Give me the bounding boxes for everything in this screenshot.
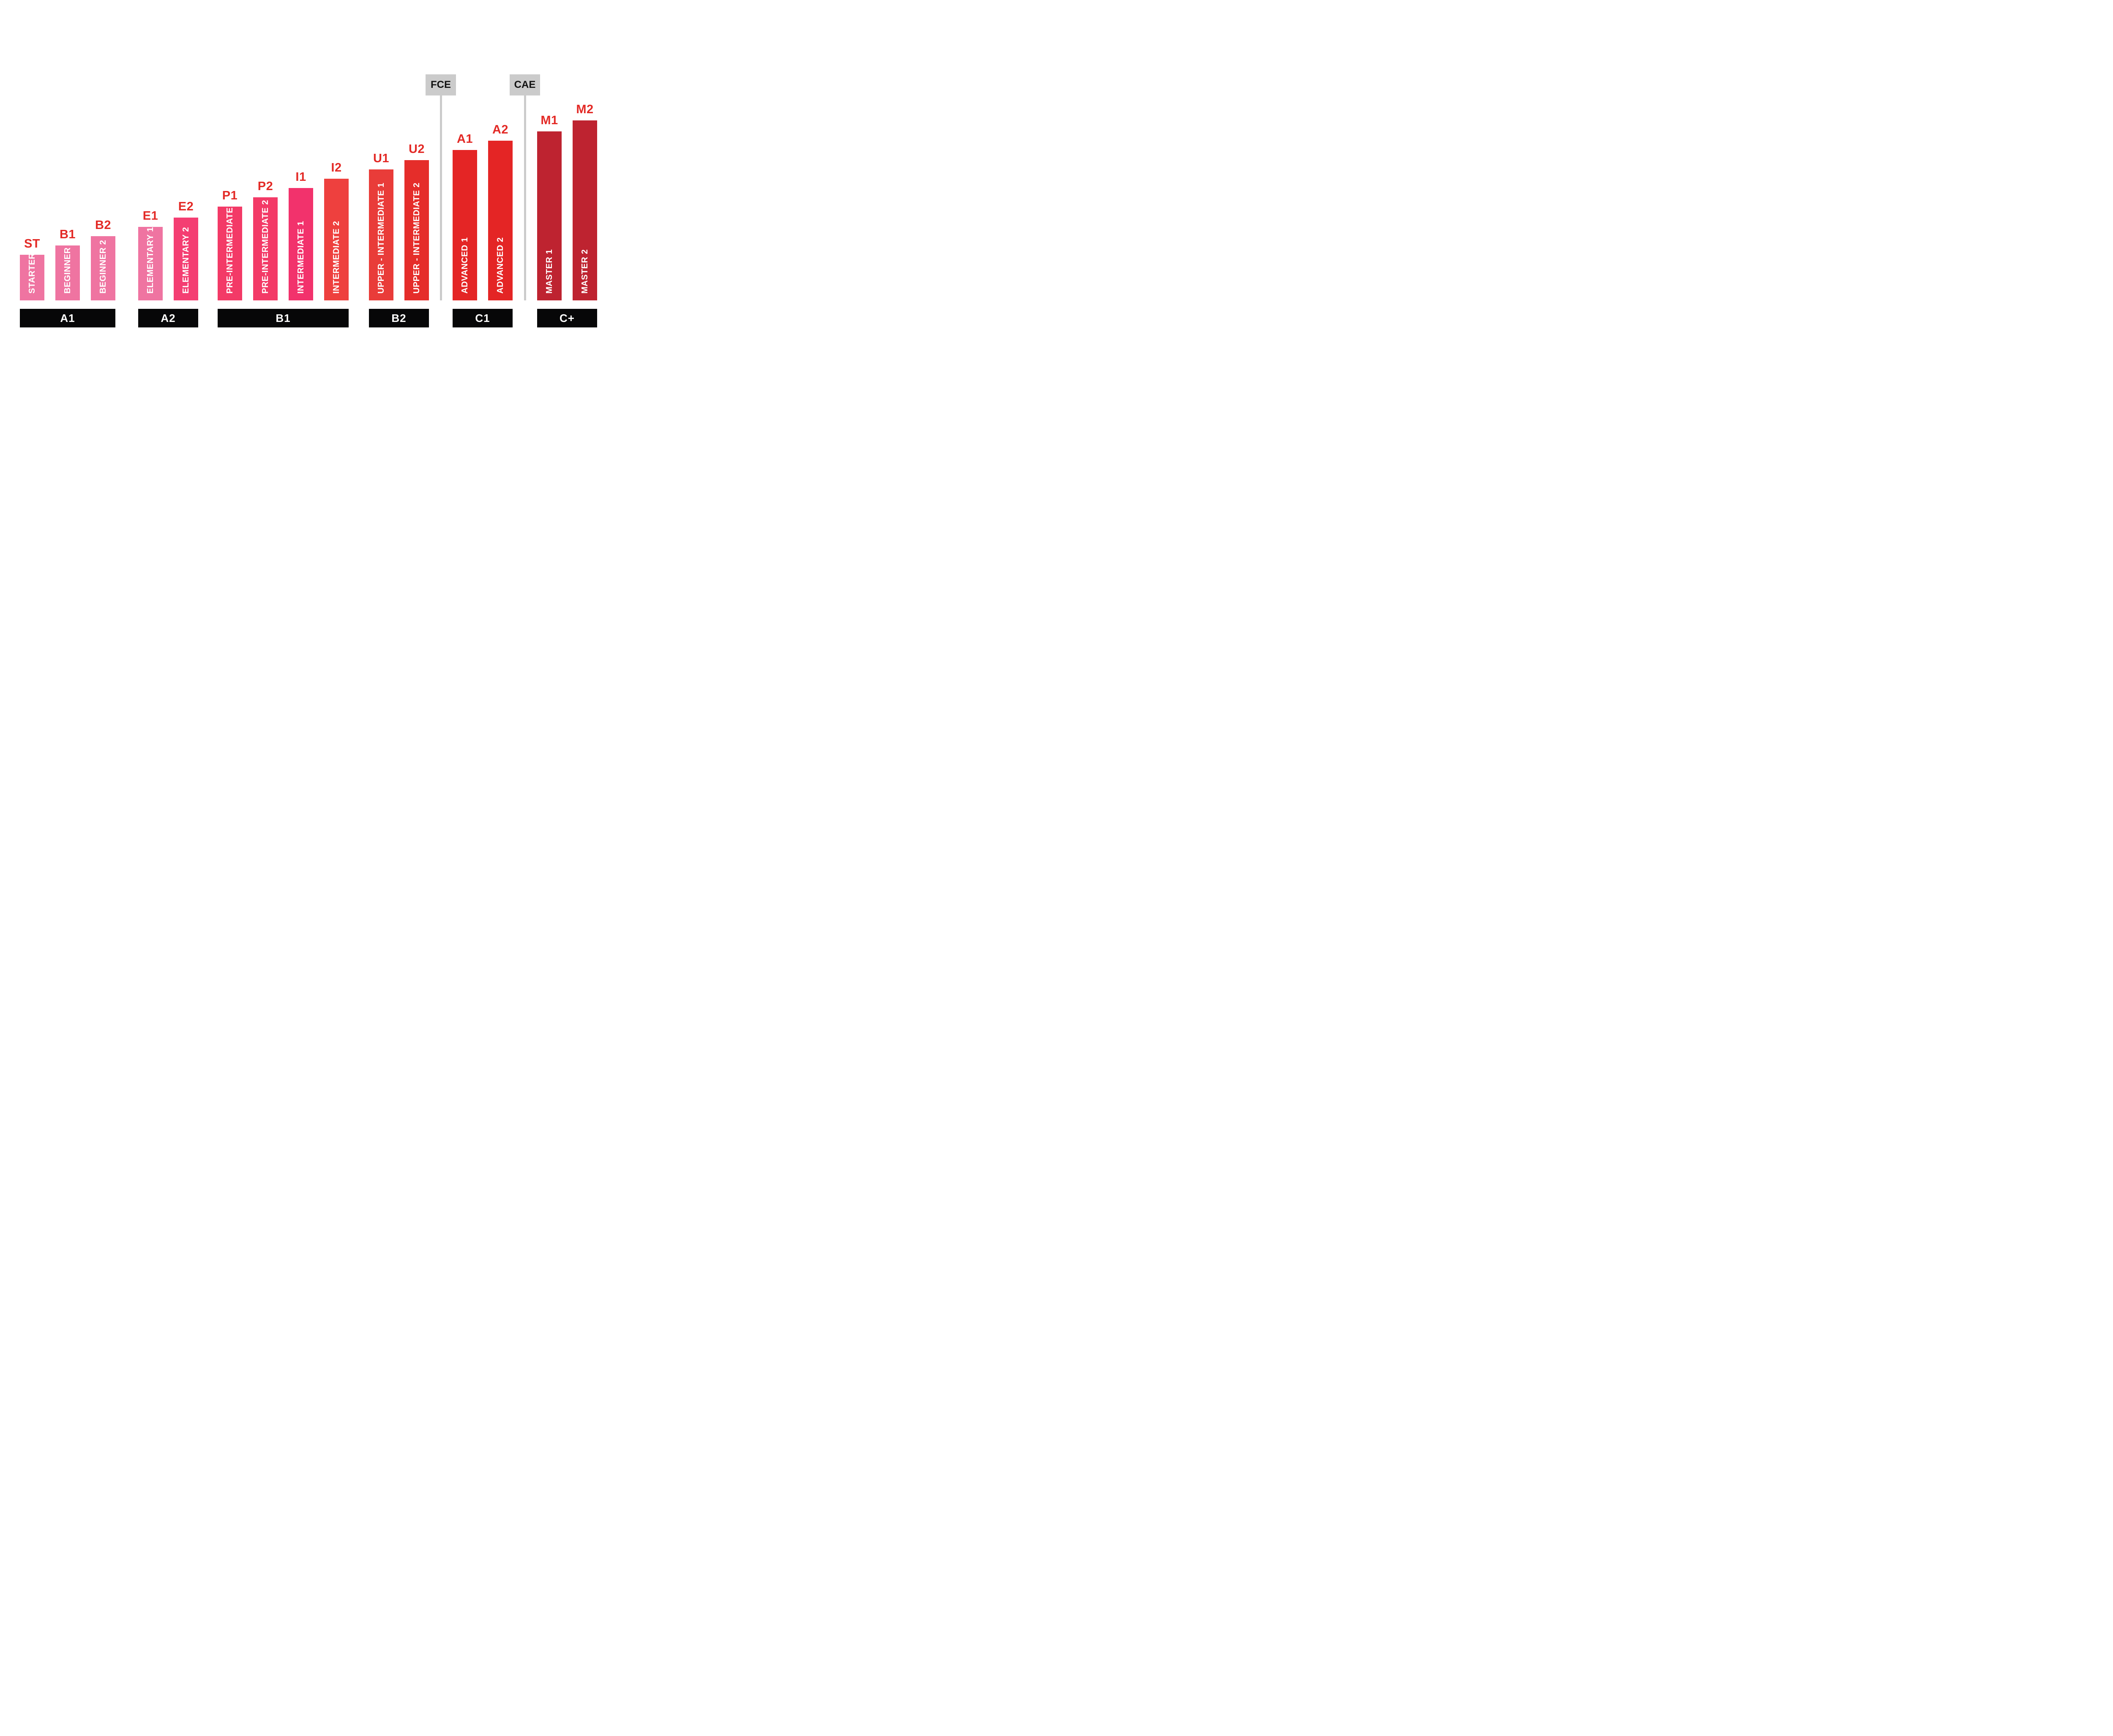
bar-label: INTERMEDIATE 2	[332, 221, 341, 294]
cefr-band: B1	[218, 309, 349, 327]
bar-label: STARTER	[27, 253, 37, 294]
level-code-label: U2	[408, 142, 425, 156]
bar-label: UPPER - INTERMEDIATE 2	[412, 183, 421, 294]
bar-label: BEGINNER 2	[98, 240, 108, 294]
level-code-label: I1	[295, 170, 306, 184]
level-code-label: P2	[257, 180, 273, 193]
cefr-band: A1	[20, 309, 115, 327]
cefr-band-label: C1	[475, 312, 490, 324]
bar: INTERMEDIATE 1	[289, 188, 313, 300]
level-code-label: P1	[222, 189, 238, 202]
bar: MASTER 2	[573, 120, 597, 300]
cefr-band: A2	[138, 309, 198, 327]
level-code-label: M2	[576, 103, 594, 116]
exam-marker-box: CAE	[510, 74, 540, 95]
exam-marker-pole	[440, 95, 442, 300]
cefr-band: B2	[369, 309, 429, 327]
level-code-label: B1	[59, 228, 76, 241]
level-code-label: I2	[331, 161, 342, 174]
bar: ADVANCED 1	[453, 150, 477, 300]
chart-canvas: ST STARTER B1 BEGINNER 1 B2 BEGINNER 2 A1 E1 ELE…	[0, 0, 641, 347]
bar: ADVANCED 2	[488, 141, 513, 300]
cefr-band-label: C+	[560, 312, 575, 324]
level-code-label: A1	[456, 132, 473, 146]
bar-label: PRE-INTERMEDIATE 1	[225, 200, 235, 294]
bar: BEGINNER 1	[55, 240, 80, 300]
cefr-band-label: A2	[161, 312, 176, 324]
exam-marker-box: FCE	[426, 74, 456, 95]
bar: ELEMENTARY 1	[138, 227, 163, 300]
bar-label: PRE-INTERMEDIATE 2	[261, 200, 270, 294]
level-code-label: E1	[142, 209, 158, 223]
bar: PRE-INTERMEDIATE 1	[218, 200, 242, 300]
bar-label: ADVANCED 1	[460, 237, 470, 294]
bar: BEGINNER 2	[91, 236, 115, 300]
bar: ELEMENTARY 2	[174, 218, 198, 300]
bar-label: ELEMENTARY 1	[146, 227, 155, 294]
cefr-band-label: B2	[391, 312, 407, 324]
bar-label: ELEMENTARY 2	[181, 227, 191, 294]
bar: INTERMEDIATE 2	[324, 179, 349, 300]
cefr-band-label: B1	[276, 312, 291, 324]
bar: STARTER	[20, 253, 44, 300]
cefr-band-label: A1	[60, 312, 75, 324]
bar-label: UPPER - INTERMEDIATE 1	[377, 183, 386, 294]
bar-label: BEGINNER 1	[63, 240, 72, 294]
level-code-label: B2	[95, 218, 112, 232]
bar: UPPER - INTERMEDIATE 1	[369, 169, 393, 300]
cefr-band: C+	[537, 309, 597, 327]
exam-marker-pole	[524, 95, 526, 300]
level-code-label: A2	[492, 123, 509, 136]
level-code-label: M1	[541, 114, 558, 127]
bar-label: ADVANCED 2	[496, 237, 505, 294]
cefr-band: C1	[453, 309, 513, 327]
bar: PRE-INTERMEDIATE 2	[253, 197, 278, 300]
bar-label: MASTER 1	[545, 249, 554, 294]
level-code-label: U1	[373, 152, 390, 165]
level-code-label: ST	[24, 237, 41, 251]
bar-label: INTERMEDIATE 1	[296, 221, 306, 294]
bar: UPPER - INTERMEDIATE 2	[404, 160, 429, 300]
bar-label: MASTER 2	[580, 249, 590, 294]
level-code-label: E2	[178, 200, 194, 213]
bar: MASTER 1	[537, 131, 562, 300]
